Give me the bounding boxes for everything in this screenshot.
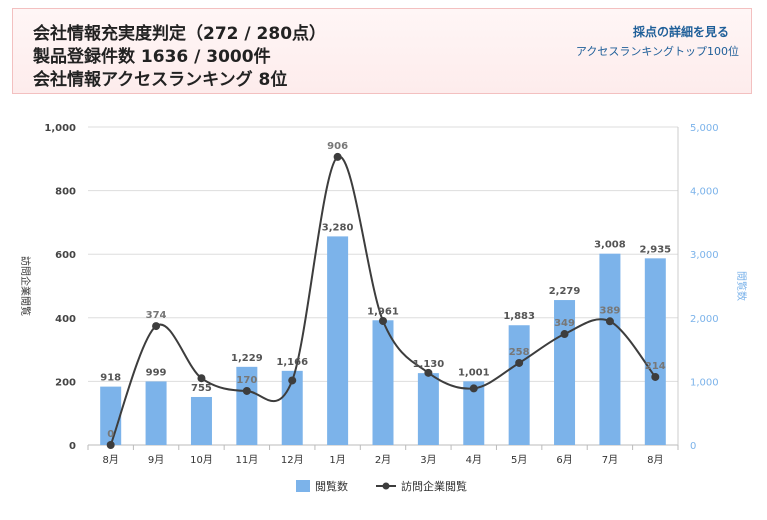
line-value-label: 170: [236, 375, 257, 386]
x-tick-label: 12月: [281, 454, 304, 466]
left-tick-label: 200: [55, 377, 76, 388]
bar: [463, 381, 485, 445]
line-point: [197, 374, 206, 383]
bar: [417, 373, 439, 445]
right-tick-label: 0: [690, 441, 696, 452]
access-ranking-text: 会社情報アクセスランキング 8位: [33, 70, 288, 90]
x-tick-label: 7月: [602, 454, 618, 466]
right-axis-title: 閲覧数: [735, 271, 748, 301]
bar: [190, 396, 212, 445]
line-point: [469, 384, 478, 393]
bar-value-label: 3,280: [322, 222, 354, 233]
access-chart: 0 200 400 600 800 1,000 0 1,000 2,000 3,000 4,000 5…: [19, 123, 748, 493]
x-tick-label: 1月: [329, 454, 345, 466]
right-tick-label: 2,000: [690, 314, 719, 325]
x-tick-label: 3月: [420, 454, 436, 466]
product-count-text: 製品登録件数 1636 / 3000件: [33, 47, 271, 67]
bar: [644, 258, 666, 445]
left-tick-label: 800: [55, 187, 76, 198]
line-point: [605, 317, 614, 326]
bar: [236, 366, 258, 445]
left-axis-title: 訪問企業閲覧: [19, 256, 32, 316]
bar: [372, 320, 394, 445]
bar: [281, 370, 303, 445]
right-tick-label: 3,000: [690, 250, 719, 261]
line-point: [106, 441, 115, 449]
x-tick-label: 9月: [148, 454, 164, 466]
bar-value-label: 2,279: [549, 286, 581, 297]
line-value-label: 0: [107, 429, 114, 440]
line-value-label: 389: [599, 305, 620, 316]
line-value-label: 349: [554, 318, 575, 329]
legend-line-label: 訪問企業閲覧: [401, 479, 467, 493]
bar-value-label: 1,961: [367, 306, 399, 317]
bar-value-label: 1,001: [458, 367, 490, 378]
x-tick-label: 5月: [511, 454, 527, 466]
bar: [327, 236, 349, 445]
score-details-link[interactable]: 採点の詳細を見る: [632, 25, 729, 39]
bar-value-label: 1,130: [413, 359, 445, 370]
x-tick-label: 8月: [103, 454, 119, 466]
right-tick-label: 4,000: [690, 187, 719, 198]
bar: [145, 381, 167, 445]
line-point: [560, 330, 569, 339]
bar-value-label: 1,883: [503, 311, 535, 322]
ranking-top100-link[interactable]: アクセスランキングトップ100位: [575, 45, 739, 58]
right-tick-label: 1,000: [690, 377, 719, 388]
left-tick-label: 0: [69, 441, 76, 452]
line-value-label: 906: [327, 141, 348, 152]
bar-value-label: 999: [146, 367, 167, 378]
legend-bar-label: 閲覧数: [315, 479, 348, 493]
left-tick-label: 1,000: [44, 123, 76, 134]
bar-value-label: 1,166: [276, 357, 308, 368]
x-tick-label: 2月: [375, 454, 391, 466]
line-value-label: 374: [146, 310, 167, 321]
series-line: [109, 155, 657, 446]
profile-score-text: 会社情報充実度判定（272 / 280点）: [33, 24, 327, 44]
line-value-label: 258: [509, 347, 530, 358]
line-point: [288, 376, 297, 385]
x-tick-label: 10月: [190, 454, 213, 466]
line-point: [515, 358, 524, 367]
line-point: [152, 322, 161, 331]
line-point: [379, 316, 387, 325]
line-point: [242, 386, 251, 395]
bar-value-label: 918: [100, 373, 121, 384]
line-point: [333, 152, 342, 161]
summary-panel: 会社情報充実度判定（272 / 280点） 製品登録件数 1636 / 3000…: [12, 8, 752, 94]
x-tick-label: 6月: [556, 454, 572, 466]
bar: [508, 325, 530, 445]
right-tick-label: 5,000: [690, 123, 719, 134]
line-point: [651, 372, 660, 381]
bar-value-label: 3,008: [594, 240, 626, 251]
line-point: [424, 368, 433, 377]
x-tick-label: 8月: [647, 454, 663, 466]
x-tick-label: 4月: [466, 454, 482, 466]
bar-value-label: 755: [191, 383, 212, 394]
bar: [599, 253, 621, 445]
x-tick-label: 11月: [235, 454, 258, 466]
bar-value-label: 1,229: [231, 353, 263, 364]
left-tick-label: 600: [55, 250, 76, 261]
bar-value-label: 2,935: [639, 244, 671, 255]
line-value-label: 214: [645, 361, 666, 372]
left-tick-label: 400: [55, 314, 76, 325]
legend-line-marker: [382, 482, 390, 490]
legend-bar-swatch: [296, 480, 310, 492]
